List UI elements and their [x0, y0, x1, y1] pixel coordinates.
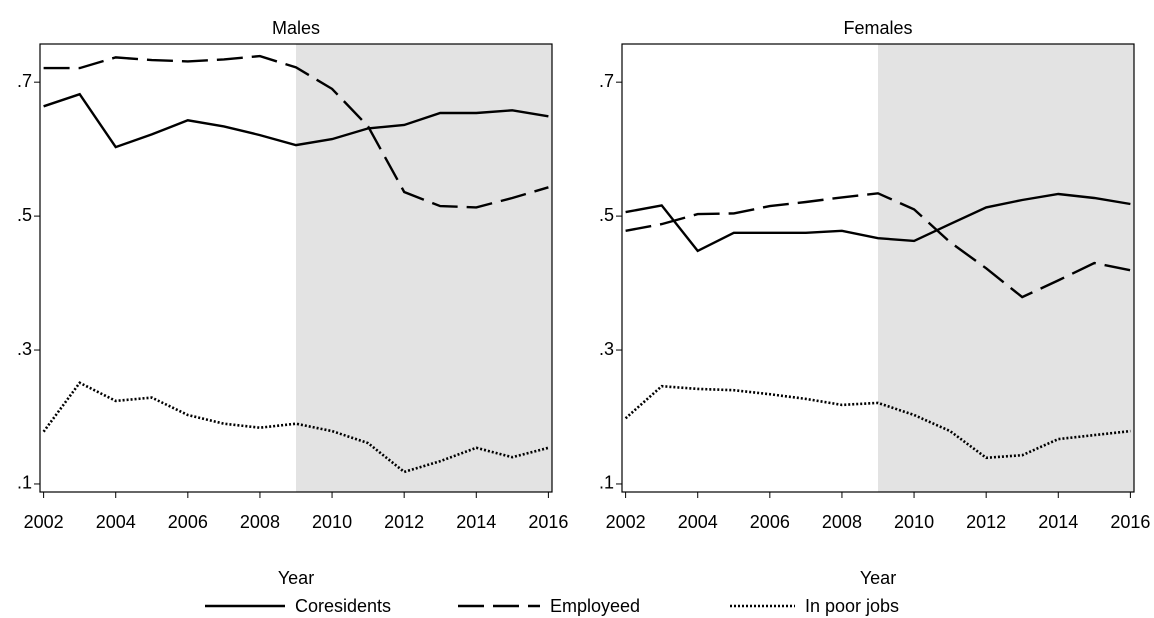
x-tick-label: 2016	[528, 512, 568, 532]
series-line	[43, 54, 549, 209]
y-tick-label: .3	[17, 339, 32, 359]
legend-label: Employeed	[550, 596, 640, 616]
x-tick-label: 2012	[966, 512, 1006, 532]
x-tick-label: 2016	[1110, 512, 1150, 532]
x-tick-label: 2010	[894, 512, 934, 532]
y-tick-label: .7	[599, 71, 614, 91]
plot-frame	[39, 43, 553, 493]
x-tick-label: 2014	[1038, 512, 1078, 532]
y-tick-label: .7	[17, 71, 32, 91]
y-tick-label: .1	[17, 473, 32, 493]
x-tick-label: 2012	[384, 512, 424, 532]
x-tick-label: 2010	[312, 512, 352, 532]
x-tick-label: 2004	[678, 512, 718, 532]
series-line	[43, 92, 549, 149]
y-tick-label: .1	[599, 473, 614, 493]
x-axis-label: Year	[278, 568, 314, 588]
x-tick-label: 2004	[96, 512, 136, 532]
shaded-region	[878, 44, 1134, 492]
y-tick-label: .5	[599, 205, 614, 225]
x-tick-label: 2006	[750, 512, 790, 532]
series-line	[42, 381, 549, 474]
x-tick-label: 2014	[456, 512, 496, 532]
x-axis-label: Year	[860, 568, 896, 588]
plot-frame	[621, 43, 1135, 493]
panel-title: Females	[843, 18, 912, 38]
x-tick-label: 2002	[606, 512, 646, 532]
series-line	[624, 384, 1131, 460]
legend-label: Coresidents	[295, 596, 391, 616]
x-tick-label: 2008	[240, 512, 280, 532]
y-tick-label: .5	[17, 205, 32, 225]
x-tick-label: 2002	[24, 512, 64, 532]
x-tick-label: 2008	[822, 512, 862, 532]
legend-label: In poor jobs	[805, 596, 899, 616]
y-tick-label: .3	[599, 339, 614, 359]
x-tick-label: 2006	[168, 512, 208, 532]
series-line	[625, 192, 1131, 299]
series-line	[625, 192, 1131, 253]
panel-title: Males	[272, 18, 320, 38]
